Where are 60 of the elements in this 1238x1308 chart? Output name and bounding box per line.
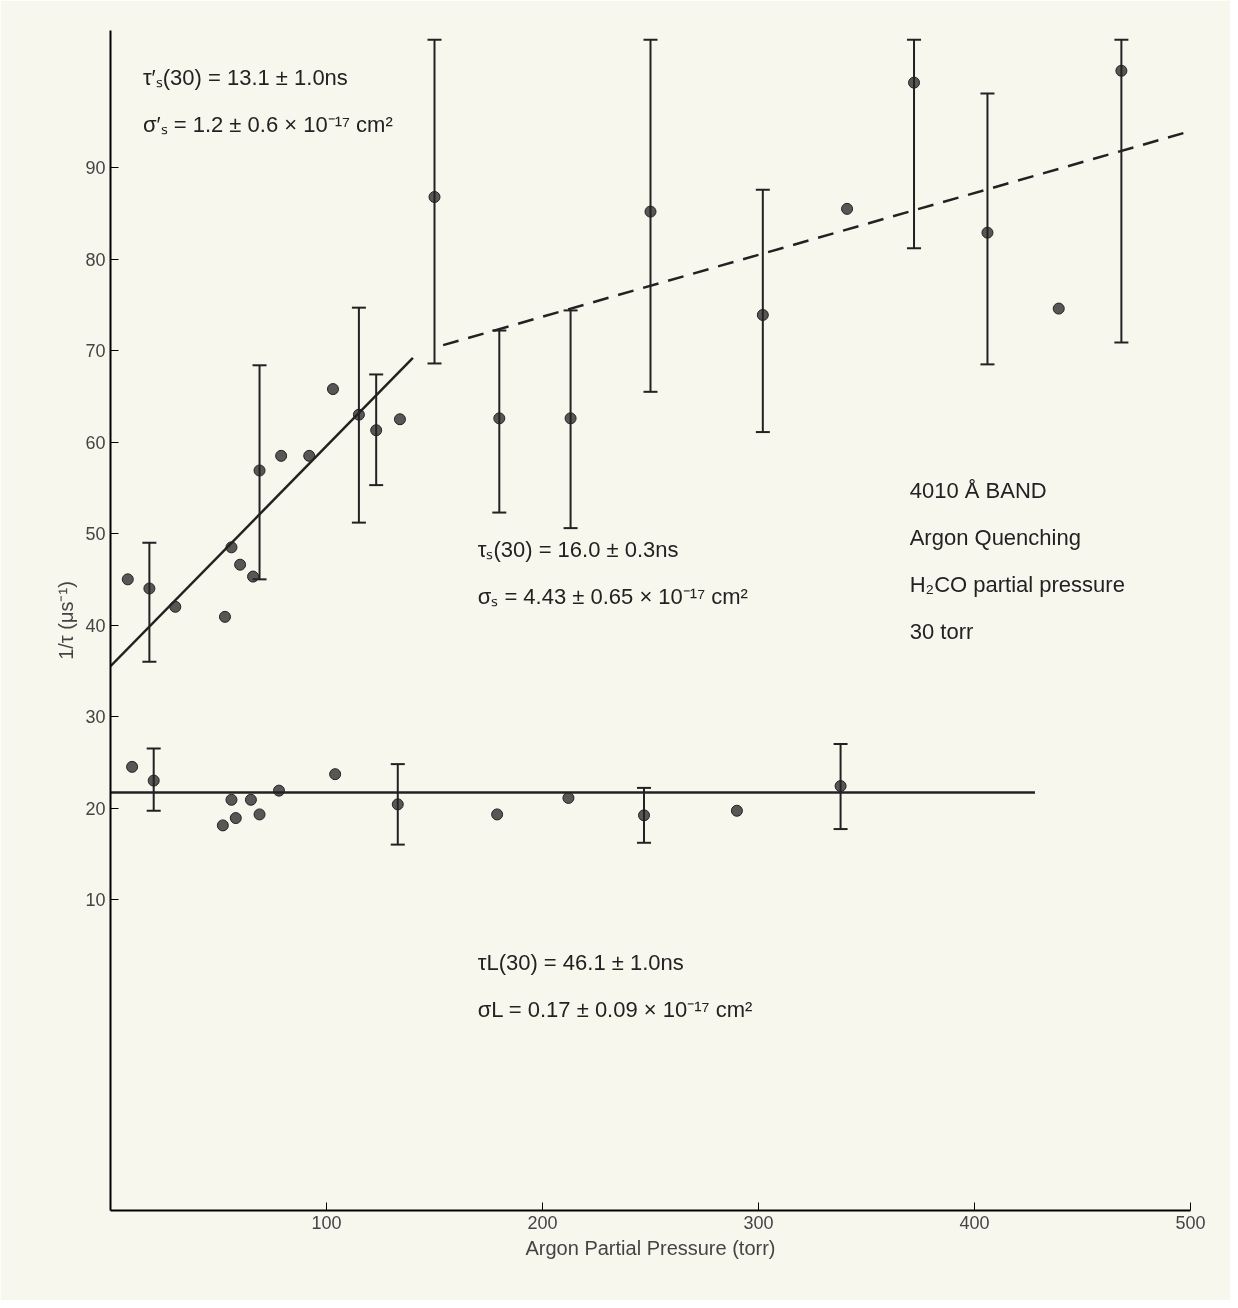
point <box>564 412 577 425</box>
annotation: 30 torr <box>909 619 974 645</box>
annotation: H₂CO partial pressure <box>909 571 1125 597</box>
point <box>638 809 651 822</box>
annotation: τₛ(30) = 16.0 ± 0.3ns <box>477 536 679 562</box>
y-tick-label: 50 <box>85 524 106 545</box>
point <box>253 808 266 821</box>
annotation: τ′ₛ(30) = 13.1 ± 1.0ns <box>142 64 348 90</box>
x-tick-label: 300 <box>743 1212 774 1233</box>
point <box>244 793 257 806</box>
point <box>491 808 504 821</box>
x-tick-label: 100 <box>311 1212 342 1233</box>
x-tick-label: 200 <box>527 1212 558 1233</box>
point <box>329 768 342 781</box>
point <box>247 570 260 583</box>
point <box>216 819 229 832</box>
point <box>275 449 288 462</box>
y-tick-label: 60 <box>85 432 106 453</box>
point <box>229 812 242 825</box>
point <box>147 774 160 787</box>
point <box>428 190 441 203</box>
point <box>1115 64 1128 77</box>
point <box>908 76 921 89</box>
point <box>253 464 266 477</box>
x-axis-title: Argon Partial Pressure (torr) <box>525 1236 776 1259</box>
y-tick-label: 40 <box>85 615 106 636</box>
point <box>218 610 231 623</box>
x-tick-label: 400 <box>959 1212 990 1233</box>
x-tick-label: 500 <box>1175 1212 1206 1233</box>
annotation: σ′ₛ = 1.2 ± 0.6 × 10⁻¹⁷ cm² <box>142 111 393 137</box>
point <box>225 793 238 806</box>
point <box>730 804 743 817</box>
point <box>370 424 383 437</box>
point <box>393 413 406 426</box>
point <box>143 582 156 595</box>
annotation: τL(30) = 46.1 ± 1.0ns <box>477 949 684 975</box>
y-tick-label: 20 <box>85 798 106 819</box>
point <box>121 573 134 586</box>
annotation: σₛ = 4.43 ± 0.65 × 10⁻¹⁷ cm² <box>477 583 748 609</box>
y-axis-title: 1/τ (μs⁻¹) <box>55 581 78 660</box>
point <box>1052 302 1065 315</box>
annotation: σL = 0.17 ± 0.09 × 10⁻¹⁷ cm² <box>477 996 753 1022</box>
point <box>644 205 657 218</box>
point <box>126 760 139 773</box>
annotation: Argon Quenching <box>909 524 1081 550</box>
point <box>391 798 404 811</box>
point <box>756 308 769 321</box>
point <box>493 412 506 425</box>
y-tick-label: 90 <box>85 158 106 179</box>
annotation: 4010 Å BAND <box>909 477 1047 503</box>
y-tick-label: 30 <box>85 707 106 728</box>
point <box>841 202 854 215</box>
y-tick-label: 10 <box>85 889 106 910</box>
point <box>234 558 247 571</box>
y-tick-label: 80 <box>85 249 106 270</box>
y-tick-label: 70 <box>85 341 106 362</box>
point <box>326 383 339 396</box>
point <box>834 780 847 793</box>
point <box>303 449 316 462</box>
point <box>981 226 994 239</box>
